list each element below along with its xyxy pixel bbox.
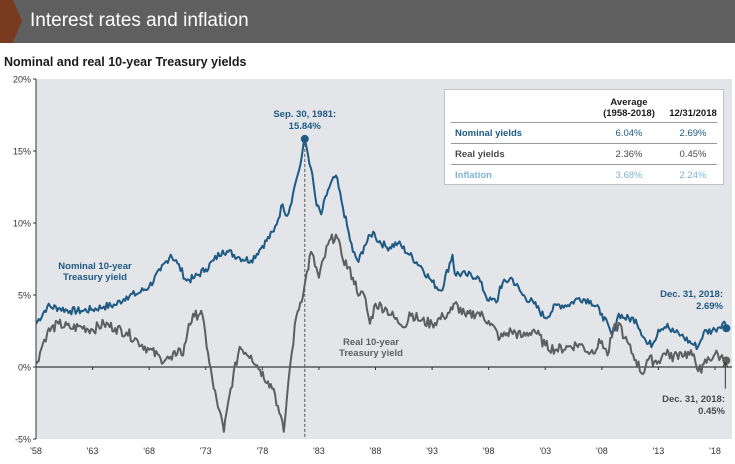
peak-marker — [300, 134, 309, 143]
end-nominal-marker — [722, 324, 731, 333]
avg-header-line1: Average — [610, 97, 648, 108]
y-tick-label: 15% — [13, 147, 31, 157]
y-tick-label: 0% — [18, 363, 31, 373]
table-divider — [451, 164, 717, 165]
section-banner: Interest rates and inflation — [0, 0, 735, 43]
x-tick-label: '68 — [143, 446, 155, 456]
end-nominal-annotation-line: 2.69% — [696, 301, 723, 312]
peak-annotation: Sep. 30, 1981: 15.84% — [273, 109, 336, 132]
row-avg-real: 2.36% — [615, 149, 643, 160]
real-series-label-line: Real 10-year — [343, 337, 399, 348]
y-tick-label: 20% — [13, 75, 31, 85]
x-tick-label: '78 — [256, 446, 268, 456]
x-tick-label: '58 — [30, 446, 42, 456]
row-current-nominal: 2.69% — [679, 128, 707, 139]
y-tick-label: 10% — [13, 219, 31, 229]
row-label-nominal: Nominal yields — [455, 128, 523, 139]
series-lines — [35, 137, 728, 433]
row-current-real: 0.45% — [679, 149, 707, 160]
y-tick-label: 5% — [18, 291, 31, 301]
row-avg-inflation: 3.68% — [615, 170, 643, 181]
x-tick-label: '83 — [313, 446, 325, 456]
real-series-label-line: Treasury yield — [339, 348, 403, 359]
x-tick-label: '88 — [370, 446, 382, 456]
x-tick-label: '98 — [483, 446, 495, 456]
table-divider — [451, 122, 717, 123]
banner-title: Interest rates and inflation — [30, 10, 249, 31]
peak-annotation-line: Sep. 30, 1981: — [273, 109, 336, 120]
row-label-inflation: Inflation — [455, 170, 492, 181]
x-tick-label: '03 — [539, 446, 551, 456]
x-tick-label: '18 — [709, 446, 721, 456]
end-nominal-annotation-line: Dec. 31, 2018: — [660, 289, 723, 300]
row-current-inflation: 2.24% — [679, 170, 707, 181]
nominal-series-label: Nominal 10-year Treasury yield — [58, 261, 132, 283]
end-real-annotation-line: Dec. 31, 2018: — [662, 394, 725, 405]
x-tick-label: '08 — [596, 446, 608, 456]
nominal-series-label-line: Nominal 10-year — [58, 261, 132, 272]
summary-table: Average (1958-2018) 12/31/2018 Nominal yi… — [444, 89, 724, 185]
annotations: Sep. 30, 1981: 15.84%Dec. 31, 2018: 2.69%D… — [58, 109, 731, 417]
end-real-arrowhead — [721, 361, 729, 368]
banner-tab — [0, 0, 13, 43]
banner-notch — [13, 0, 22, 42]
nominal-series-label-line: Treasury yield — [63, 272, 127, 283]
real-yield-line — [35, 233, 728, 433]
real-series-label: Real 10-year Treasury yield — [339, 337, 403, 359]
table-header-average: Average (1958-2018) — [595, 97, 663, 119]
end-nominal-annotation: Dec. 31, 2018: 2.69% — [660, 289, 723, 312]
end-real-annotation: Dec. 31, 2018: 0.45% — [662, 394, 725, 417]
y-tick-label: -5% — [15, 435, 31, 445]
x-tick-label: '63 — [87, 446, 99, 456]
x-tick-label: '13 — [653, 446, 665, 456]
chart-title: Nominal and real 10-year Treasury yields — [4, 55, 247, 69]
row-label-real: Real yields — [455, 149, 505, 160]
x-tick-label: '73 — [200, 446, 212, 456]
x-tick-label: '93 — [426, 446, 438, 456]
table-divider — [451, 143, 717, 144]
table-header-current: 12/31/2018 — [669, 108, 717, 119]
end-real-marker — [722, 356, 731, 365]
row-avg-nominal: 6.04% — [615, 128, 643, 139]
peak-annotation-line: 15.84% — [289, 121, 322, 132]
avg-header-line2: (1958-2018) — [603, 108, 655, 119]
end-real-annotation-line: 0.45% — [698, 406, 725, 417]
